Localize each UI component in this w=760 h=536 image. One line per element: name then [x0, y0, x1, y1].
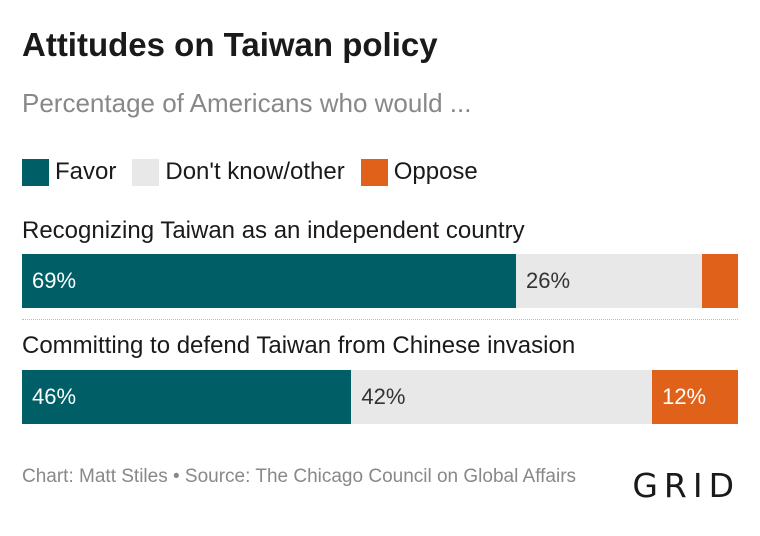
data-label-favor: 46% [32, 384, 76, 410]
grid-logo: GRID [632, 466, 740, 505]
bar-segment-oppose [702, 254, 738, 308]
legend: Favor Don't know/other Oppose [22, 158, 494, 186]
legend-item-favor: Favor [22, 158, 116, 186]
legend-label-favor: Favor [55, 158, 116, 186]
data-label-dont-know: 26% [526, 268, 570, 294]
row-label-recognizing: Recognizing Taiwan as an independent cou… [22, 217, 525, 245]
data-label-dont-know: 42% [361, 384, 405, 410]
legend-swatch-favor [22, 159, 49, 186]
chart-subtitle: Percentage of Americans who would ... [22, 88, 471, 119]
legend-item-oppose: Oppose [361, 158, 478, 186]
chart-footer: Chart: Matt Stiles • Source: The Chicago… [22, 464, 612, 490]
data-label-oppose: 12% [662, 384, 706, 410]
bar-segment-dont-know: 26% [516, 254, 702, 308]
legend-swatch-dont-know [132, 159, 159, 186]
legend-item-dont-know: Don't know/other [132, 158, 344, 186]
legend-swatch-oppose [361, 159, 388, 186]
bar-committing: 46% 42% 12% [22, 370, 738, 424]
bar-segment-favor: 69% [22, 254, 516, 308]
bar-segment-dont-know: 42% [351, 370, 652, 424]
row-label-committing: Committing to defend Taiwan from Chinese… [22, 332, 575, 360]
row-divider [22, 319, 738, 320]
legend-label-oppose: Oppose [394, 158, 478, 186]
chart-title: Attitudes on Taiwan policy [22, 26, 438, 64]
bar-recognizing: 69% 26% [22, 254, 738, 308]
legend-label-dont-know: Don't know/other [165, 158, 344, 186]
data-label-favor: 69% [32, 268, 76, 294]
bar-segment-oppose: 12% [652, 370, 738, 424]
bar-segment-favor: 46% [22, 370, 351, 424]
